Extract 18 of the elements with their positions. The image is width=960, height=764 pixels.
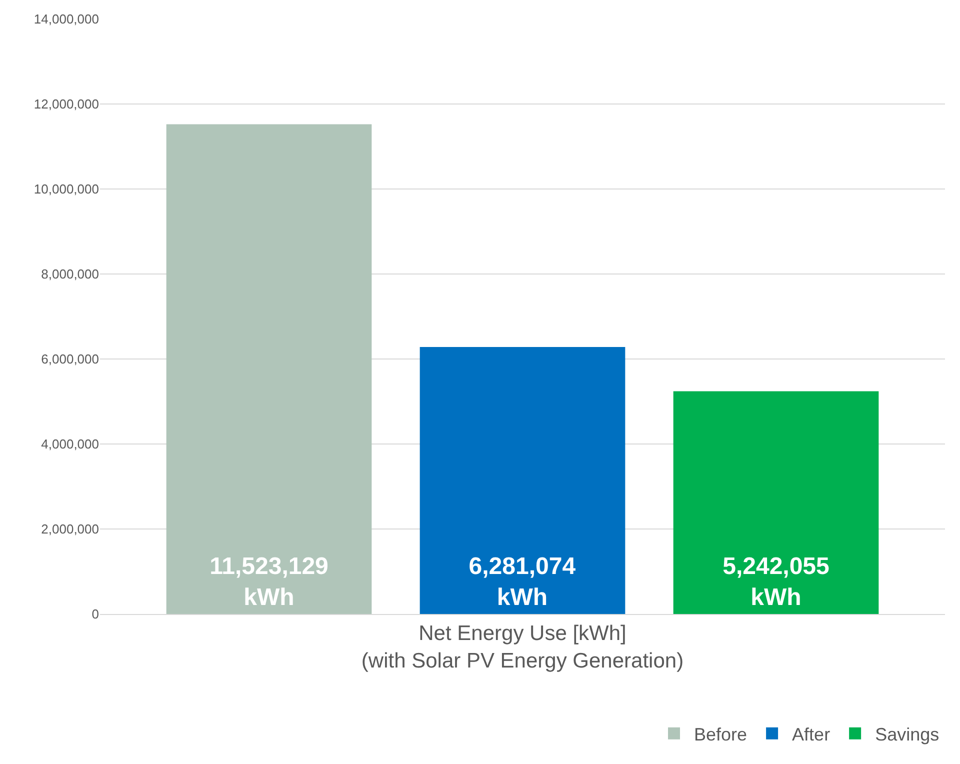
legend-label: After: [792, 724, 830, 744]
y-tick-label: 4,000,000: [41, 436, 99, 452]
data-label: 11,523,129 kWh: [210, 552, 328, 611]
y-tick-label: 12,000,000: [34, 96, 99, 112]
y-tick-label: 6,000,000: [41, 352, 99, 367]
y-tick-label: 2,000,000: [41, 522, 99, 537]
y-tick-label: 10,000,000: [34, 182, 99, 197]
y-tick-label: 8,000,000: [41, 266, 99, 282]
bar: [420, 347, 626, 614]
bar: [166, 124, 372, 614]
data-label: 5,242,055 kWh: [722, 552, 830, 611]
x-tick-label: Net Energy Use [kWh] (with Solar PV Energy Generation): [361, 622, 684, 672]
y-tick-label: 0: [92, 606, 99, 622]
y-tick-label: 14,000,000: [34, 12, 99, 27]
bar: [673, 391, 879, 614]
legend-label: Savings: [875, 724, 940, 744]
data-label: 6,281,074 kWh: [468, 552, 576, 611]
legend-label: Before: [694, 724, 748, 744]
